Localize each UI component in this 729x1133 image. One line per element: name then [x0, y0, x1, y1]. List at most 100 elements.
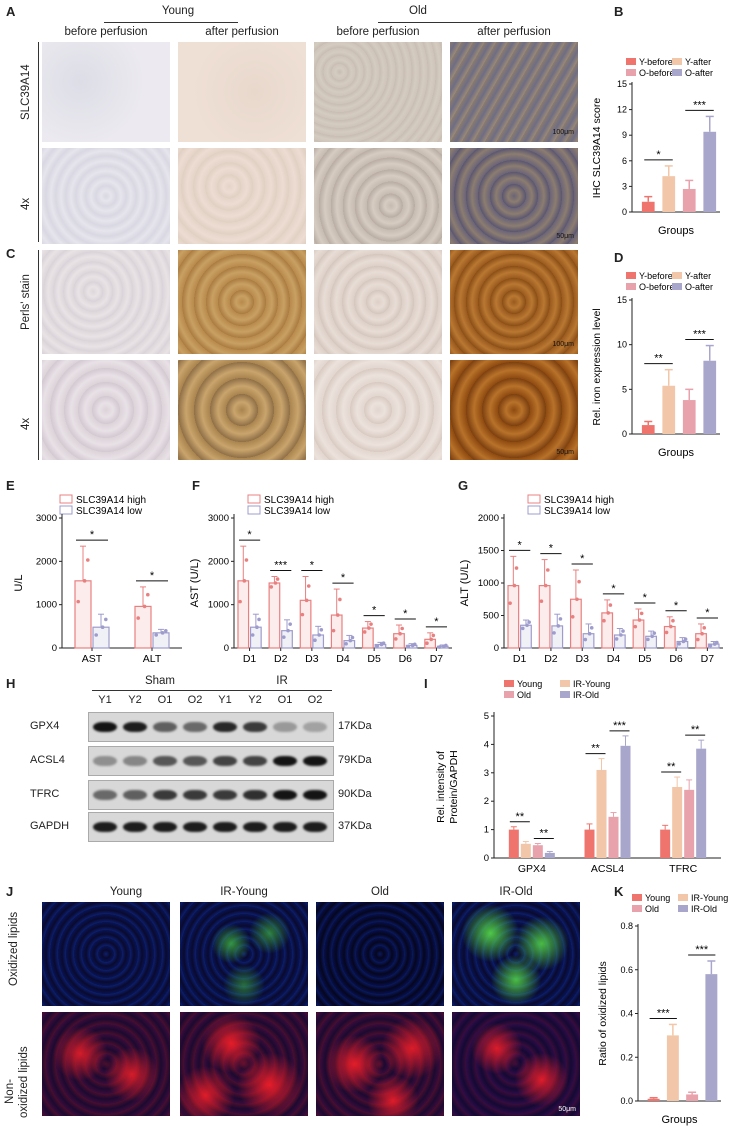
- data-point: [543, 583, 548, 588]
- col-label: before perfusion: [64, 26, 148, 38]
- legend-swatch: [247, 494, 261, 504]
- data-point: [602, 618, 606, 623]
- legend-label: O-before: [639, 282, 675, 292]
- data-point: [633, 624, 638, 629]
- bar: [249, 626, 262, 649]
- data-point: [348, 638, 353, 643]
- bar: [508, 829, 519, 858]
- micrograph-ihc-young-before-4x: [42, 148, 170, 244]
- data-point: [444, 643, 448, 648]
- scale-bar-label: 50μm: [558, 1106, 576, 1113]
- micrograph-perls-old-after-4x: 50μm: [450, 360, 578, 460]
- y-tick-label: 10: [617, 340, 627, 350]
- blot-strip: [88, 780, 334, 810]
- row-label: Oxidized lipids: [8, 911, 20, 986]
- data-point: [508, 601, 512, 605]
- sig-label: *: [150, 570, 155, 582]
- legend-swatch: [504, 691, 514, 698]
- micrograph-ihc-old-before: [314, 42, 442, 142]
- chart-k: Young IR-Young Old IR-Old 0.0 0.2 0.4 0.6 0.8 ***…: [597, 893, 728, 1126]
- data-point: [238, 599, 242, 604]
- x-tick-label: ACSL4: [591, 863, 624, 875]
- legend-label: SLC39A14 high: [544, 495, 614, 506]
- row-label: oxidized lipids: [18, 1046, 30, 1118]
- lane-label: O1: [157, 694, 173, 706]
- blot-band: [273, 790, 297, 800]
- data-point: [558, 617, 563, 621]
- data-point: [300, 612, 305, 617]
- sig-label: ***: [693, 99, 707, 111]
- group-underline: [212, 690, 332, 691]
- data-point: [556, 624, 561, 628]
- data-point: [577, 579, 581, 584]
- x-tick-label: ALT: [143, 653, 162, 665]
- bar: [538, 584, 551, 649]
- x-tick-label: D7: [430, 653, 444, 665]
- y-tick-label: 0: [622, 429, 627, 439]
- data-point: [160, 631, 165, 635]
- data-point: [669, 624, 673, 629]
- bar: [703, 131, 717, 212]
- sig-label: *: [656, 149, 661, 161]
- legend-label: SLC39A14 high: [264, 495, 334, 506]
- row-bracket: [38, 42, 39, 242]
- lane-label: Y2: [128, 694, 142, 706]
- y-axis-label: AST (U/L): [189, 559, 201, 608]
- x-tick-label: D6: [669, 653, 683, 665]
- bar: [662, 385, 676, 434]
- micrograph-perls-young-before-4x: [42, 360, 170, 460]
- group-underline: [104, 22, 238, 23]
- data-point: [100, 625, 105, 629]
- legend-label: O-after: [685, 282, 713, 292]
- legend-swatch: [632, 905, 642, 912]
- x-tick-label: D4: [336, 653, 350, 665]
- lane-label: Y1: [98, 694, 112, 706]
- group-label-young: Young: [161, 5, 195, 17]
- col-label: before perfusion: [336, 26, 420, 38]
- blot-band: [183, 790, 207, 800]
- data-point: [514, 566, 519, 570]
- data-point: [425, 641, 429, 646]
- y-tick-label: 500: [483, 611, 499, 622]
- data-point: [406, 644, 411, 649]
- micrograph-ihc-young-before: [42, 42, 170, 142]
- y-tick-label: 15: [617, 295, 627, 305]
- data-point: [344, 641, 348, 646]
- data-point: [650, 634, 654, 639]
- sig-label: *: [643, 592, 648, 604]
- micrograph-ihc-young-after: [178, 42, 306, 142]
- x-tick-label: TFRC: [669, 863, 697, 875]
- data-point: [317, 633, 322, 637]
- legend-swatch: [672, 272, 682, 279]
- x-tick-label: D3: [575, 653, 589, 665]
- bar: [620, 745, 631, 858]
- legend-swatch: [626, 69, 636, 76]
- protein-size: 37KDa: [338, 820, 372, 832]
- y-tick-label: 0.6: [620, 965, 633, 975]
- micrograph-ihc-old-after-4x: 50μm: [450, 148, 578, 244]
- x-tick-label: D2: [544, 653, 558, 665]
- scale-bar-label: 50μm: [556, 233, 574, 240]
- sig-label: *: [310, 560, 315, 572]
- blot-band: [273, 756, 297, 766]
- sig-label: **: [540, 828, 549, 840]
- y-tick-label: 6: [622, 156, 627, 166]
- data-point: [94, 633, 98, 637]
- sig-label: **: [591, 743, 600, 755]
- y-tick-label: 2000: [36, 556, 57, 567]
- y-tick-label: 0: [484, 853, 489, 864]
- legend-swatch: [626, 283, 636, 290]
- data-point: [700, 631, 704, 636]
- blot-strip: [88, 812, 334, 842]
- data-point: [696, 637, 700, 642]
- blot-band: [123, 790, 147, 800]
- data-point: [525, 623, 529, 628]
- x-axis-label: Groups: [658, 225, 695, 237]
- y-tick-label: 4: [484, 739, 489, 750]
- data-point: [338, 597, 342, 602]
- data-point: [367, 626, 371, 630]
- data-point: [639, 611, 644, 616]
- blot-band: [123, 722, 147, 732]
- bar: [584, 829, 595, 858]
- bar: [682, 400, 696, 434]
